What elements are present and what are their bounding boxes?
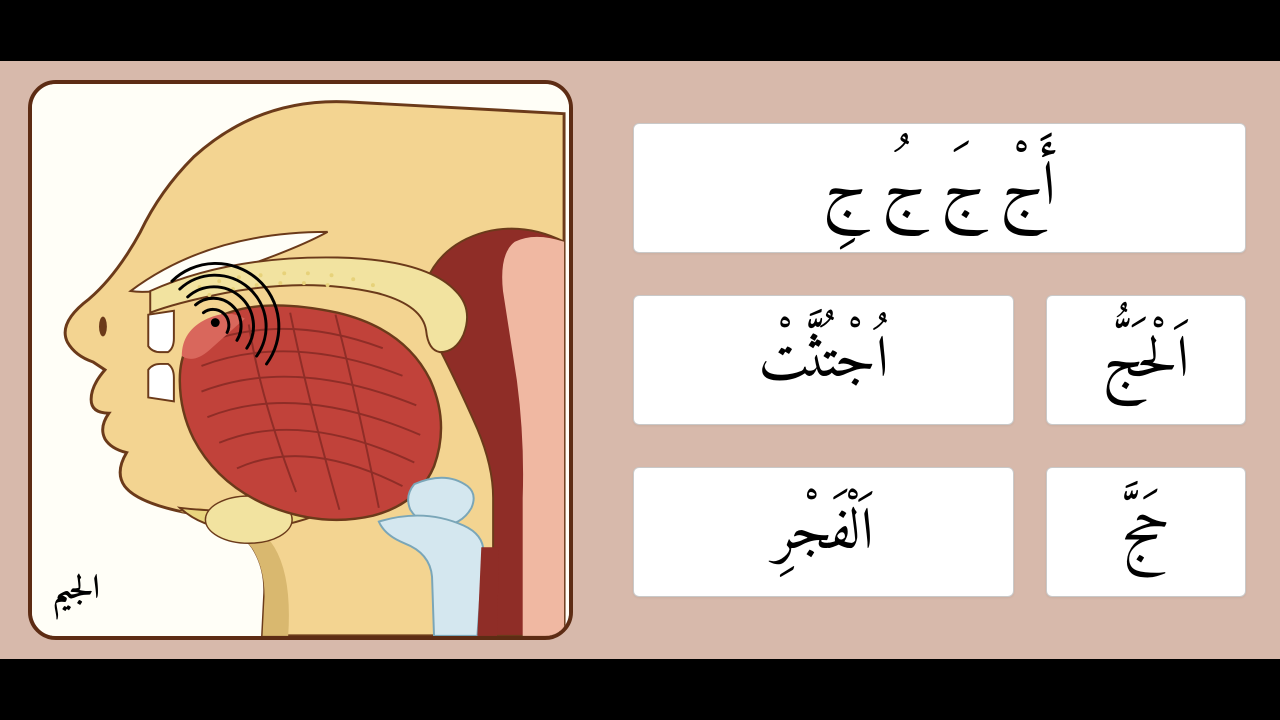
tile-row-1: أَجْ جَ جُ جِ (633, 123, 1246, 253)
main-content: الجيم أَجْ جَ جُ جِ اَلْحَجُّ اُجْتُثَّت… (0, 61, 1280, 659)
articulation-diagram-card: الجيم (28, 80, 573, 640)
tile-word-ujtuththat: اُجْتُثَّتْ (633, 295, 1014, 425)
text-tiles-column: أَجْ جَ جُ جِ اَلْحَجُّ اُجْتُثَّتْ حَجَ… (633, 80, 1252, 640)
tile-word-alfajr: اَلْفَجْرِ (633, 467, 1014, 597)
tile-word-hajja: حَجَّ (1046, 467, 1246, 597)
diagram-caption: الجيم (52, 560, 100, 620)
letterbox-bottom (0, 659, 1280, 720)
tile-letter-forms: أَجْ جَ جُ جِ (633, 123, 1246, 253)
mouth-sagittal-diagram (32, 84, 569, 636)
tile-row-2: اَلْحَجُّ اُجْتُثَّتْ (633, 295, 1246, 425)
tile-word-alhajj: اَلْحَجُّ (1046, 295, 1246, 425)
letterbox-top (0, 0, 1280, 61)
tile-row-3: حَجَّ اَلْفَجْرِ (633, 467, 1246, 597)
